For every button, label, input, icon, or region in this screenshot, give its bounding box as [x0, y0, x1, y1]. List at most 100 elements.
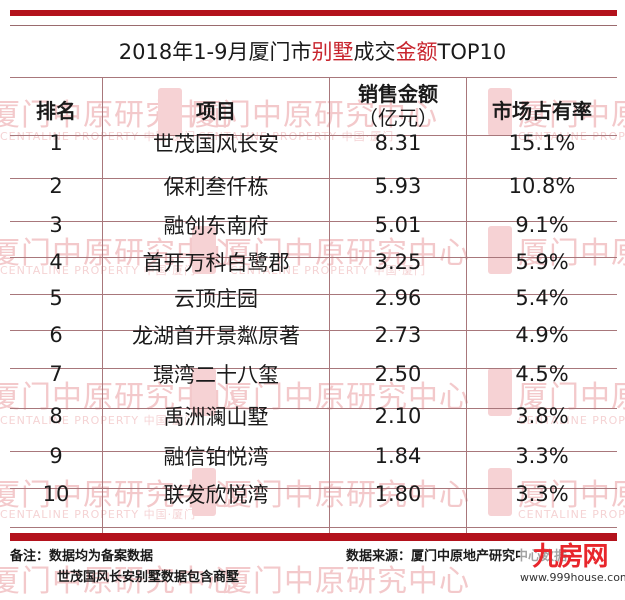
- row-divider: [10, 257, 617, 258]
- cell-project: 首开万科白鹭郡: [142, 251, 290, 275]
- watermark-subtext: CENTALINE PROPERTY 中国·厦门: [198, 130, 395, 143]
- watermark-subtext: CENTALINE PROPERTY 中国·厦门: [518, 414, 625, 427]
- table-top-border: [10, 77, 617, 78]
- title-suffix: TOP10: [437, 40, 507, 64]
- bottom-red-bar: [10, 533, 617, 541]
- watermark-subtext: CENTALINE PROPERTY 中国·厦门: [0, 264, 197, 277]
- cell-project: 璟湾二十八玺: [153, 363, 279, 387]
- cell-share: 3.3%: [515, 444, 569, 468]
- cell-share: 10.8%: [508, 174, 576, 198]
- column-header-share: 市场占有率: [492, 99, 592, 123]
- watermark-text: 厦门中原研究中心: [190, 98, 438, 133]
- watermark-subtext: CENTALINE PROPERTY 中国·厦门: [230, 264, 427, 277]
- watermark-subtext: CENTALINE PROPERTY 中国·厦门: [0, 508, 197, 521]
- top-divider: [10, 25, 617, 26]
- cell-amount: 2.73: [374, 323, 422, 347]
- row-divider: [10, 527, 617, 528]
- footnote-line-2: 世茂国风长安别墅数据包含商墅: [57, 570, 240, 585]
- cell-share: 15.1%: [508, 131, 576, 155]
- page-title: 2018年1-9月厦门市别墅成交金额TOP10: [0, 36, 625, 66]
- watermark-logo-icon: [192, 468, 216, 516]
- cell-amount: 5.01: [374, 213, 422, 237]
- watermark-text: 厦门中原研究中心: [222, 380, 470, 415]
- column-header-amount: 销售金额 （亿元）: [330, 82, 466, 130]
- watermark-subtext: CENTALINE PROPERTY 中国·厦门: [0, 130, 197, 143]
- cell-project: 联发欣悦湾: [163, 483, 269, 507]
- watermark-logo-icon: [488, 468, 512, 516]
- column-header-rank: 排名: [36, 99, 76, 123]
- cell-rank: 4: [49, 250, 63, 274]
- cell-share: 5.9%: [515, 250, 569, 274]
- watermark-text: 厦门中原研究中心: [518, 98, 625, 133]
- cell-rank: 3: [49, 213, 63, 237]
- row-divider: [10, 330, 617, 331]
- row-divider: [10, 488, 617, 489]
- cell-rank: 8: [49, 404, 63, 428]
- cell-amount: 3.25: [374, 250, 422, 274]
- title-mid: 成交: [353, 40, 396, 64]
- column-divider: [329, 77, 330, 534]
- cell-amount: 8.31: [374, 131, 422, 155]
- cell-rank: 1: [49, 131, 63, 155]
- site-logo: 九房网 www.999house.com: [520, 543, 625, 584]
- row-divider: [10, 408, 617, 409]
- watermark-text: 厦门中原研究中心: [0, 98, 238, 133]
- cell-rank: 5: [49, 286, 63, 310]
- title-highlight-villa: 别墅: [311, 40, 354, 64]
- column-header-project: 项目: [196, 99, 236, 123]
- watermark-text: 厦门中原研究中心: [518, 236, 625, 271]
- cell-project: 融创东南府: [163, 214, 269, 238]
- header-bottom-border: [10, 135, 617, 136]
- cell-project: 保利叁仟栋: [163, 175, 269, 199]
- cell-project: 融信铂悦湾: [163, 445, 269, 469]
- cell-share: 4.9%: [515, 323, 569, 347]
- watermark-text: 厦门中原研究中心: [222, 478, 470, 513]
- watermark-logo-icon: [192, 226, 216, 274]
- cell-share: 4.5%: [515, 362, 569, 386]
- cell-amount: 1.84: [374, 444, 422, 468]
- cell-amount: 2.10: [374, 404, 422, 428]
- column-divider: [102, 77, 103, 534]
- cell-rank: 6: [49, 323, 63, 347]
- watermark-text: 厦门中原研究中心: [518, 478, 625, 513]
- watermark-subtext: CENTALINE PROPERTY 中国·厦门: [518, 130, 625, 143]
- column-header-amount-unit: （亿元）: [358, 106, 438, 130]
- watermark-subtext: CENTALINE PROPERTY 中国·厦门: [0, 414, 197, 427]
- watermark-text: 厦门中原研究中心: [518, 380, 625, 415]
- column-divider: [466, 77, 467, 534]
- column-header-amount-label: 销售金额: [358, 82, 438, 106]
- table-header-row: 排名 项目 销售金额 （亿元） 市场占有率: [10, 78, 617, 135]
- site-logo-mark: 九房网: [520, 543, 620, 571]
- watermark-logo-icon: [488, 226, 512, 274]
- cell-share: 3.3%: [515, 482, 569, 506]
- cell-rank: 7: [49, 362, 63, 386]
- row-divider: [10, 451, 617, 452]
- title-highlight-amount: 金额: [395, 40, 438, 64]
- data-source: 数据来源：厦门中原地产研究中心数据: [346, 549, 568, 564]
- footnote-line-1: 备注：数据均为备案数据: [10, 549, 154, 564]
- watermark-subtext: CENTALINE PROPERTY 中国·厦门: [518, 508, 625, 521]
- watermark-logo-icon: [158, 88, 182, 136]
- cell-rank: 10: [42, 482, 70, 506]
- row-divider: [10, 368, 617, 369]
- cell-amount: 2.50: [374, 362, 422, 386]
- cell-project: 龙湖首开景粼原著: [132, 324, 300, 348]
- cell-amount: 1.80: [374, 482, 422, 506]
- row-divider: [10, 221, 617, 222]
- row-divider: [10, 178, 617, 179]
- row-divider: [10, 294, 617, 295]
- site-logo-url: www.999house.com: [520, 571, 625, 584]
- watermark-text: 厦门中原研究中心: [222, 236, 470, 271]
- cell-share: 9.1%: [515, 213, 569, 237]
- watermark-logo-icon: [488, 88, 512, 136]
- cell-rank: 9: [49, 444, 63, 468]
- cell-project: 禹洲澜山墅: [163, 405, 269, 429]
- cell-amount: 5.93: [374, 174, 422, 198]
- top-red-bar: [10, 10, 617, 16]
- cell-rank: 2: [49, 174, 63, 198]
- cell-share: 3.8%: [515, 404, 569, 428]
- cell-amount: 2.96: [374, 286, 422, 310]
- cell-project: 云顶庄园: [174, 287, 258, 311]
- title-prefix: 2018年1-9月厦门市: [118, 40, 312, 64]
- cell-project: 世茂国风长安: [153, 132, 279, 156]
